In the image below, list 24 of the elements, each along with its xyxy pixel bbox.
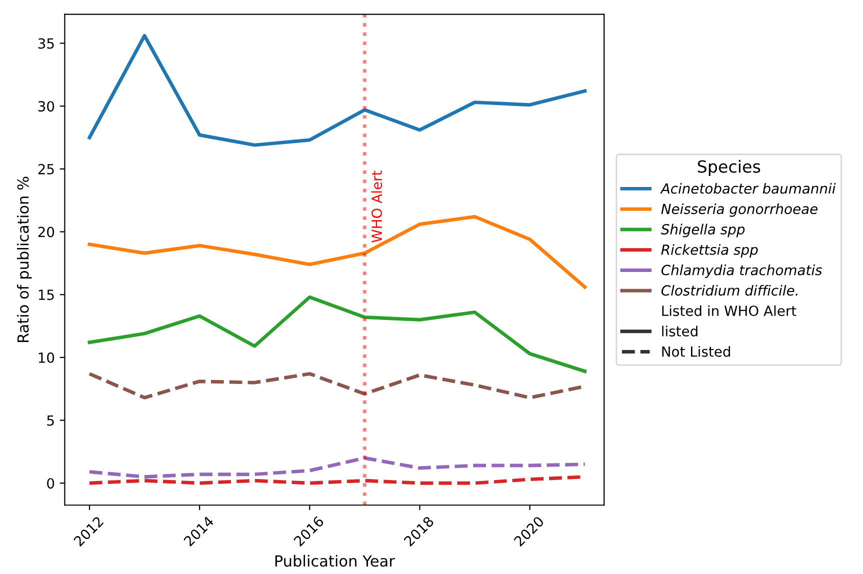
line-series (88, 456, 587, 479)
line-series (88, 34, 587, 147)
legend-label: Clostridium difficile. (661, 284, 798, 296)
legend-label: Rickettsia spp (661, 244, 758, 258)
y-tick-label: 25 (38, 164, 54, 174)
y-tick-label: 35 (38, 38, 54, 49)
text: Not Listed (662, 346, 730, 357)
y-tick-label: 5 (47, 415, 54, 426)
y-tick-label: 10 (38, 352, 54, 363)
y-tick-label: 30 (38, 101, 54, 112)
text: listed (662, 326, 698, 336)
y-tick-label: 20 (38, 226, 54, 238)
legend-title: Species (698, 160, 760, 176)
legend-label: Neisseria gonorrhoeae (661, 203, 818, 217)
line-series (88, 295, 587, 374)
legend-label: Shigella spp (660, 224, 745, 238)
y-tick-label: 15 (38, 290, 54, 300)
legend-label: Acinetobacter baumannii (660, 183, 836, 194)
y-axis-title: Ratio of publication % (16, 176, 32, 342)
text: Listed in WHO Alert (662, 305, 796, 316)
x-axis-title: Publication Year (275, 554, 395, 567)
y-tick-label: 0 (47, 478, 54, 489)
ref-line-label: WHO Alert (371, 170, 382, 242)
legend-label: Chlamydia trachomatis (661, 264, 822, 278)
